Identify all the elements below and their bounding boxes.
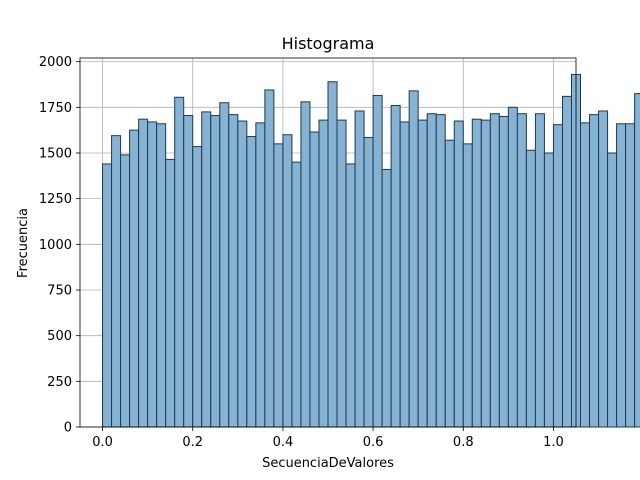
histogram-bar — [589, 114, 600, 428]
histogram-bar — [561, 95, 572, 428]
histogram-bar — [336, 119, 347, 428]
y-axis-label: Frecuencia — [16, 208, 31, 278]
chart-title: Histograma — [282, 34, 375, 53]
histogram-bar — [507, 106, 518, 428]
y-tick-label: 250 — [47, 375, 72, 390]
histogram-bar — [363, 136, 374, 428]
y-tick-label: 1000 — [39, 238, 72, 253]
histogram-bar — [147, 121, 158, 428]
histogram-bar — [480, 119, 491, 428]
histogram-bar — [102, 163, 113, 428]
histogram-bar — [489, 113, 500, 428]
plot-frame — [79, 57, 577, 428]
histogram-bar — [462, 143, 473, 428]
histogram-bar — [309, 131, 320, 428]
histogram-bar — [399, 121, 410, 428]
y-tick-label: 1250 — [39, 192, 72, 207]
histogram-bar — [183, 115, 194, 428]
histogram-bar — [498, 115, 509, 428]
histogram-bar — [390, 104, 401, 428]
histogram-bar — [282, 134, 293, 428]
histogram-bar — [444, 139, 455, 428]
x-tick-label: 0.6 — [363, 435, 384, 450]
histogram-bar — [174, 96, 185, 428]
histogram-bar — [165, 158, 176, 428]
histogram-bar — [381, 168, 392, 428]
histogram-bar — [264, 89, 275, 428]
histogram-bar — [129, 129, 140, 428]
histogram-bar — [634, 93, 640, 428]
histogram-bar — [246, 136, 257, 428]
histogram-bar — [417, 119, 428, 428]
histogram-bar — [598, 110, 609, 428]
histogram-bar — [273, 143, 284, 428]
histogram-bar — [435, 114, 446, 428]
x-tick-label: 0.0 — [92, 435, 113, 450]
bars — [102, 73, 640, 428]
histogram-bar — [543, 152, 554, 428]
histogram-bar — [516, 113, 527, 428]
y-tick-label: 2000 — [39, 55, 72, 70]
y-tick-label: 1750 — [39, 101, 72, 116]
histogram-bar — [300, 101, 311, 428]
y-tick-label: 1500 — [39, 146, 72, 161]
histogram-bar — [408, 90, 419, 428]
histogram-bar — [318, 119, 329, 428]
histogram-bar — [291, 161, 302, 428]
x-tick-label: 0.8 — [453, 435, 474, 450]
histogram-bar — [345, 163, 356, 428]
histogram-bar — [255, 122, 266, 428]
histogram-bar — [453, 120, 464, 428]
histogram-bar — [552, 124, 563, 428]
y-tick-label: 750 — [47, 283, 72, 298]
x-tick-label: 0.4 — [273, 435, 294, 450]
histogram-bar — [354, 110, 365, 428]
histogram-bar — [192, 146, 203, 428]
histogram-bar — [625, 123, 636, 428]
histogram-bar — [201, 111, 212, 428]
y-axis: 0 250 500 750 1000 1250 1500 1750 2000 — [39, 55, 80, 436]
histogram-bar — [210, 115, 221, 428]
histogram-bar — [525, 149, 536, 428]
histogram-bar — [138, 118, 149, 428]
x-axis-label: SecuenciaDeValores — [262, 456, 394, 471]
histogram-bar — [120, 154, 131, 428]
histogram-bar — [534, 113, 545, 428]
histogram-bar — [616, 123, 627, 428]
histogram-bar — [156, 123, 167, 428]
histogram-bar — [237, 120, 248, 428]
histogram-bar — [426, 113, 437, 428]
histogram-bar — [372, 94, 383, 428]
histogram-bar — [607, 152, 618, 428]
histogram-bar — [471, 118, 482, 428]
histogram-bar — [219, 102, 230, 428]
histogram-bar — [111, 135, 122, 428]
x-tick-label: 0.2 — [182, 435, 203, 450]
x-tick-label: 1.0 — [543, 435, 564, 450]
y-tick-label: 500 — [47, 329, 72, 344]
histogram-bar — [228, 114, 239, 428]
histogram-bar — [580, 122, 591, 428]
x-axis: 0.0 0.2 0.4 0.6 0.8 1.0 — [92, 427, 564, 450]
histogram-bar — [327, 81, 338, 428]
y-tick-label: 0 — [64, 421, 72, 436]
